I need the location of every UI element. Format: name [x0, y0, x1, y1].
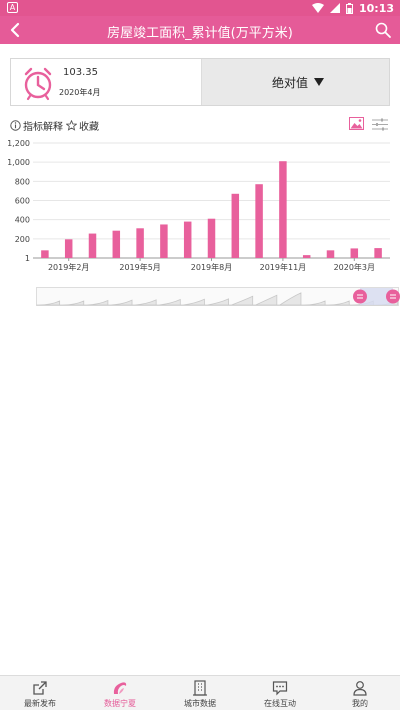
tab-latest-release[interactable]: 最新发布	[0, 676, 80, 710]
bar	[207, 218, 216, 258]
status-bar: A 10:13	[0, 0, 400, 16]
mode-dropdown[interactable]: 绝对值	[201, 59, 389, 105]
range-selector[interactable]	[36, 287, 400, 307]
favorite-button[interactable]: 收藏	[66, 117, 99, 133]
latest-date: 2020年4月	[59, 88, 101, 97]
range-handle-right[interactable]	[386, 289, 400, 304]
bar-chart: 1 200 400 600 800 1,000 1,200 2019年2月 2019年5月 201…	[7, 139, 390, 272]
y-tick-label: 600	[15, 197, 30, 206]
app-notification-icon: A	[7, 2, 18, 13]
signal-icon	[329, 3, 340, 13]
bottom-tab-bar: 最新发布 数据宁夏 城市数据 在线互动 我的	[0, 675, 400, 710]
overview-series	[36, 292, 398, 306]
tab-data-ningxia[interactable]: 数据宁夏	[80, 676, 160, 710]
tab-label: 在线互动	[264, 699, 296, 708]
page-title: 房屋竣工面积_累计值(万平方米)	[107, 26, 293, 41]
alarm-clock-icon	[24, 67, 52, 101]
bar	[350, 248, 359, 258]
x-tick-label: 2019年2月	[48, 262, 89, 272]
mode-label: 绝对值	[272, 76, 309, 90]
bar	[183, 221, 192, 258]
y-tick-label: 800	[15, 177, 30, 186]
tab-mine[interactable]: 我的	[320, 676, 400, 710]
info-icon	[10, 119, 21, 131]
latest-value: 103.35	[63, 67, 98, 78]
bar	[302, 255, 311, 258]
bar	[136, 228, 144, 258]
y-tick-label: 200	[15, 235, 30, 244]
image-icon[interactable]	[349, 117, 364, 130]
range-handle-left[interactable]	[353, 289, 367, 304]
bar	[326, 250, 335, 258]
bar	[279, 161, 287, 258]
favorite-label: 收藏	[79, 121, 99, 133]
share-icon	[33, 681, 47, 695]
tab-online-interaction[interactable]: 在线互动	[240, 676, 320, 710]
tools-row: 指标解释 收藏	[10, 117, 390, 133]
x-tick-label: 2020年3月	[334, 262, 375, 272]
wifi-icon	[311, 3, 324, 13]
search-icon[interactable]	[374, 21, 392, 39]
y-tick-label: 400	[15, 216, 30, 225]
y-tick-label: 1,000	[7, 158, 30, 167]
grip-icon	[357, 294, 363, 299]
indicator-explain-button[interactable]: 指标解释	[10, 117, 63, 133]
bar	[231, 193, 240, 258]
settings-sliders-icon[interactable]	[372, 118, 388, 131]
status-icons: 10:13	[311, 1, 394, 15]
battery-icon	[345, 2, 353, 14]
x-tick-label: 2019年5月	[119, 262, 160, 272]
bar	[374, 248, 382, 258]
y-tick-label: 1,200	[7, 139, 30, 148]
data-logo-icon	[113, 682, 127, 694]
user-icon	[353, 681, 367, 696]
x-tick-label: 2019年11月	[260, 262, 307, 272]
tab-label: 最新发布	[24, 699, 56, 708]
indicator-explain-label: 指标解释	[23, 121, 63, 133]
summary-card: 103.35 2020年4月 绝对值	[10, 58, 390, 106]
bar	[112, 230, 121, 258]
tab-label: 城市数据	[184, 699, 216, 708]
tab-label: 数据宁夏	[104, 699, 136, 708]
x-tick-label: 2019年8月	[191, 262, 232, 272]
y-tick-label: 1	[25, 254, 30, 263]
bar	[88, 233, 97, 258]
clock-time: 10:13	[358, 1, 394, 15]
back-arrow-icon[interactable]	[6, 20, 26, 40]
app-bar: 房屋竣工面积_累计值(万平方米)	[0, 16, 400, 44]
chat-icon	[272, 681, 288, 696]
bar	[64, 239, 73, 258]
grip-icon	[390, 294, 396, 299]
tab-city-data[interactable]: 城市数据	[160, 676, 240, 710]
building-icon	[193, 680, 207, 696]
dropdown-triangle-icon	[314, 78, 324, 86]
star-icon	[66, 119, 77, 131]
tab-label: 我的	[352, 699, 368, 708]
bar	[255, 184, 263, 258]
bar	[160, 224, 168, 258]
range-window	[360, 288, 393, 305]
bar	[41, 250, 49, 258]
